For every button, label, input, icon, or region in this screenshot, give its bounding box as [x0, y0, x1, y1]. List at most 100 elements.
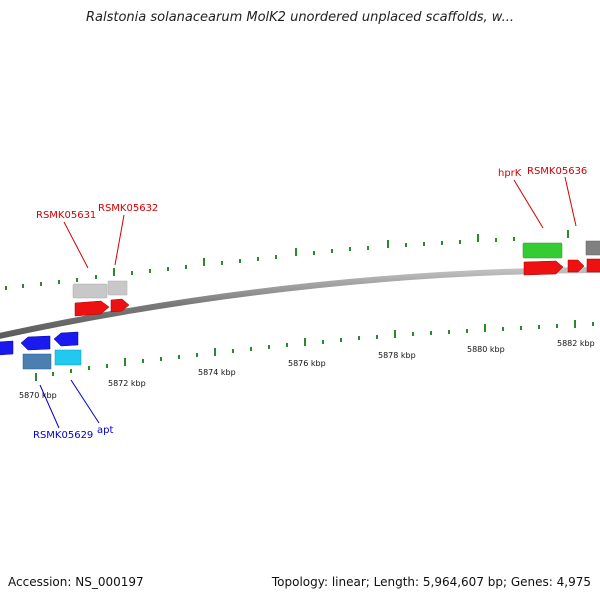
minor-tick: [520, 326, 522, 330]
minor-tick: [268, 345, 270, 349]
minor-tick: [22, 284, 24, 288]
gene-rsmk05629[interactable]: [22, 353, 52, 370]
minor-tick: [322, 340, 324, 344]
gene-label-apt[interactable]: apt: [97, 425, 113, 436]
major-tick: [113, 268, 115, 276]
accession-text: Accession: NS_000197: [8, 575, 144, 589]
minor-tick: [275, 255, 277, 259]
minor-tick: [459, 240, 461, 244]
gene-label-rsmk05631[interactable]: RSMK05631: [36, 210, 96, 221]
minor-tick: [556, 324, 558, 328]
major-tick: [203, 258, 205, 266]
cds-apt[interactable]: [53, 331, 79, 347]
minor-tick: [592, 322, 594, 326]
minor-tick: [239, 259, 241, 263]
major-tick: [484, 324, 486, 332]
minor-tick: [495, 238, 497, 242]
cds-rsmk05636[interactable]: [586, 258, 600, 273]
minor-tick: [131, 271, 133, 275]
major-tick: [214, 348, 216, 356]
major-tick: [124, 358, 126, 366]
minor-tick: [423, 242, 425, 246]
topology-summary-text: Topology: linear; Length: 5,964,607 bp; …: [271, 575, 591, 589]
major-tick: [295, 248, 297, 256]
tick-label: 5880 kbp: [467, 345, 505, 354]
cds-hprk[interactable]: [523, 260, 564, 276]
tick-label: 5882 kbp: [557, 339, 595, 348]
gene-label-rsmk05632[interactable]: RSMK05632: [98, 203, 158, 214]
reverse-features[interactable]: [0, 331, 82, 370]
major-tick: [574, 320, 576, 328]
minor-tick: [502, 327, 504, 331]
minor-tick: [58, 280, 60, 284]
label-leader-lines: [39, 176, 577, 429]
major-tick: [477, 234, 479, 242]
minor-tick: [376, 335, 378, 339]
minor-tick: [106, 364, 108, 368]
leader-line-hprk: [513, 179, 544, 229]
tick-label: 5876 kbp: [288, 359, 326, 368]
gene-label-rsmk05636[interactable]: RSMK05636: [527, 166, 587, 177]
minor-tick: [160, 357, 162, 361]
major-tick: [567, 230, 569, 238]
tick-labels: 5870 kbp 5872 kbp 5874 kbp 5876 kbp 5878…: [19, 339, 595, 400]
cds-rsmk05629[interactable]: [20, 335, 51, 351]
minor-tick: [5, 286, 7, 290]
major-tick: [304, 338, 306, 346]
cds-reverse-partial[interactable]: [0, 340, 14, 356]
minor-tick: [167, 267, 169, 271]
minor-tick: [331, 249, 333, 253]
gene-rsmk05631[interactable]: [72, 283, 108, 299]
minor-tick: [513, 237, 515, 241]
minor-tick: [221, 261, 223, 265]
gene-labels: RSMK05631 RSMK05632 hprK RSMK05636 RSMK0…: [33, 166, 587, 441]
reverse-tick-row: [35, 320, 594, 381]
cds-rsmk05631[interactable]: [74, 300, 110, 317]
minor-tick: [178, 355, 180, 359]
gene-label-hprk[interactable]: hprK: [498, 168, 522, 179]
minor-tick: [232, 349, 234, 353]
minor-tick: [257, 257, 259, 261]
gene-label-rsmk05629[interactable]: RSMK05629: [33, 430, 93, 441]
chromosome-backbone: [0, 267, 600, 339]
minor-tick: [286, 343, 288, 347]
cds-rsmk05635[interactable]: [567, 259, 585, 273]
major-tick: [35, 373, 37, 381]
tick-label: 5874 kbp: [198, 368, 236, 377]
leader-line-apt: [70, 379, 100, 424]
minor-tick: [340, 338, 342, 342]
leader-line-rsmk05636: [564, 176, 577, 227]
forward-features-right[interactable]: [522, 240, 600, 276]
gene-apt[interactable]: [54, 349, 82, 366]
minor-tick: [142, 359, 144, 363]
minor-tick: [88, 366, 90, 370]
minor-tick: [538, 325, 540, 329]
minor-tick: [405, 243, 407, 247]
minor-tick: [358, 336, 360, 340]
gene-rsmk05636[interactable]: [585, 240, 600, 256]
minor-tick: [367, 246, 369, 250]
major-tick: [394, 330, 396, 338]
minor-tick: [441, 241, 443, 245]
minor-tick: [185, 265, 187, 269]
minor-tick: [196, 353, 198, 357]
leader-line-rsmk05629: [39, 384, 60, 429]
map-title: Ralstonia solanacearum MolK2 unordered u…: [85, 10, 514, 25]
gene-hprk[interactable]: [522, 242, 563, 259]
minor-tick: [95, 275, 97, 279]
tick-label: 5878 kbp: [378, 351, 416, 360]
minor-tick: [412, 332, 414, 336]
forward-features-left[interactable]: [72, 280, 130, 317]
gene-rsmk05632[interactable]: [107, 280, 128, 296]
cds-rsmk05632[interactable]: [110, 298, 130, 313]
leader-line-rsmk05631: [63, 221, 89, 269]
minor-tick: [313, 251, 315, 255]
minor-tick: [430, 331, 432, 335]
leader-line-rsmk05632: [114, 214, 125, 266]
minor-tick: [76, 278, 78, 282]
minor-tick: [149, 269, 151, 273]
forward-tick-row: [5, 230, 569, 290]
minor-tick: [40, 282, 42, 286]
minor-tick: [52, 372, 54, 376]
